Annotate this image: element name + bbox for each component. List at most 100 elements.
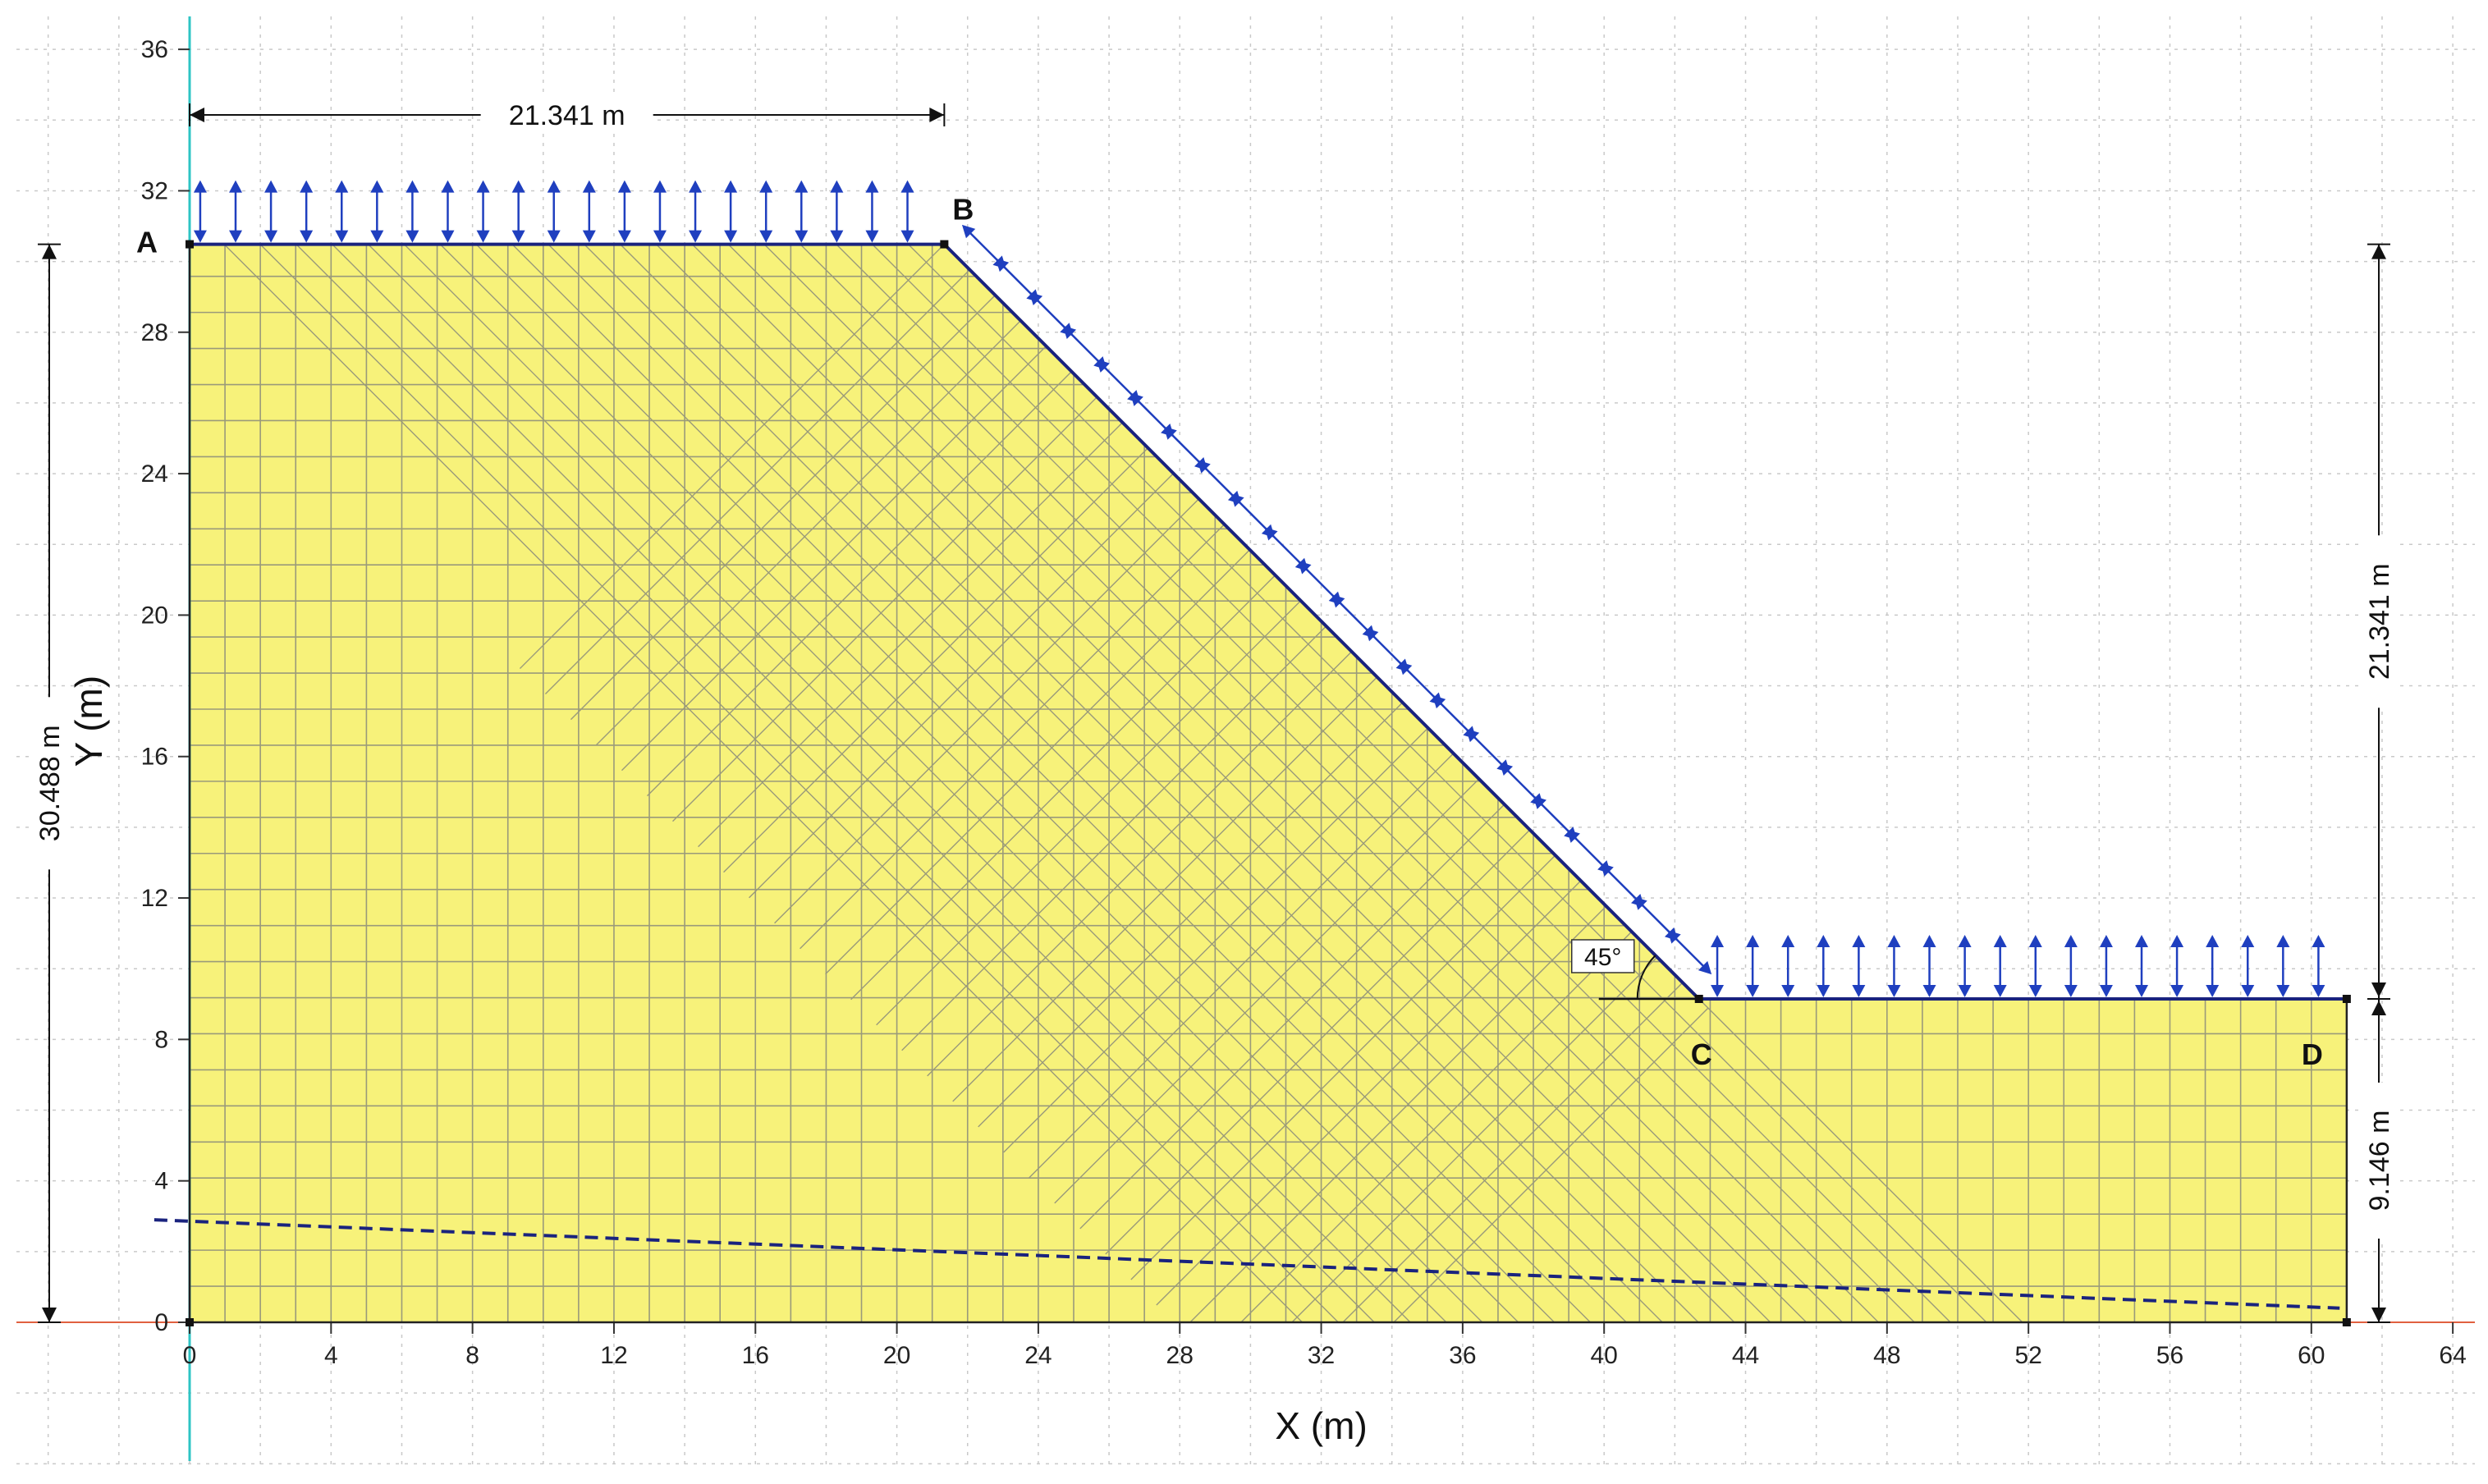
- soil-region: [190, 244, 2347, 1323]
- double-arrow: [300, 180, 314, 243]
- x-tick-label: 44: [1732, 1342, 1759, 1369]
- vertex-marker: [2342, 1318, 2351, 1326]
- x-tick-label: 40: [1591, 1342, 1618, 1369]
- mesh-line: [1181, 905, 1607, 1323]
- right-upper-label-bg: [2361, 535, 2397, 708]
- x-tick-label: 24: [1024, 1342, 1052, 1369]
- mesh-line: [1054, 778, 1480, 1204]
- double-arrow: [1711, 934, 1725, 997]
- double-arrow: [1817, 934, 1830, 997]
- double-arrow: [476, 180, 490, 243]
- mesh-line: [1207, 931, 1633, 1323]
- double-arrow: [264, 180, 278, 243]
- double-arrow: [370, 180, 384, 243]
- dimension-arrowhead: [2371, 244, 2386, 259]
- mesh-line: [978, 702, 1404, 1128]
- mesh-line: [385, 244, 1483, 1323]
- double-arrow: [2241, 934, 2255, 997]
- mesh-line: [952, 676, 1378, 1102]
- vertex-marker: [940, 240, 949, 249]
- mesh-line: [800, 524, 1226, 950]
- double-arrow: [547, 180, 561, 243]
- domain-outline: [188, 244, 2348, 1324]
- mesh-line: [1232, 956, 1658, 1323]
- mesh-line: [1079, 804, 1505, 1230]
- y-tick-label: 24: [141, 460, 168, 488]
- double-arrow: [900, 180, 914, 243]
- double-arrow: [1922, 934, 1936, 997]
- x-tick-label: 16: [742, 1342, 769, 1369]
- soil-body: [190, 244, 2347, 1323]
- mesh-line: [529, 244, 1627, 1323]
- point-label-c: C: [1691, 1037, 1712, 1071]
- mesh-line: [889, 244, 1987, 1323]
- dimension-arrowhead: [2371, 1000, 2386, 1015]
- x-axis-title: X (m): [1275, 1404, 1367, 1447]
- double-arrow: [511, 180, 525, 243]
- vertex-marker: [186, 240, 194, 249]
- mesh-line: [602, 244, 1699, 1323]
- top-width-label-bg: [480, 97, 653, 133]
- mesh-line: [544, 269, 970, 695]
- vertex-marker: [2342, 994, 2351, 1003]
- y-tick-label: 28: [141, 319, 168, 346]
- mesh-line: [349, 244, 1447, 1323]
- mesh-line: [493, 244, 1591, 1323]
- double-arrow: [229, 180, 243, 243]
- mesh-line: [876, 600, 1302, 1026]
- x-tick-label: 32: [1308, 1342, 1335, 1369]
- slope-angle-label: 45°: [1584, 944, 1621, 971]
- mesh-line: [818, 244, 1915, 1323]
- point-label-d: D: [2302, 1037, 2323, 1071]
- double-arrow: [2206, 934, 2220, 997]
- double-arrow: [617, 180, 631, 243]
- double-arrow: [1993, 934, 2007, 997]
- double-arrow: [582, 180, 596, 243]
- right-lower-label-bg: [2361, 1082, 2397, 1239]
- x-tick-label: 36: [1449, 1342, 1476, 1369]
- double-arrow: [1852, 934, 1866, 997]
- x-tick-label: 20: [883, 1342, 910, 1369]
- mesh-line: [457, 244, 1556, 1323]
- dimension-arrowhead: [190, 108, 204, 122]
- angle-arc: [1636, 955, 1656, 999]
- x-tick-label: 28: [1166, 1342, 1194, 1369]
- mesh-line: [595, 320, 1021, 746]
- right-upper-dimension: 21.341 m: [2364, 563, 2395, 680]
- double-arrow: [1667, 930, 1712, 975]
- mesh-line: [637, 244, 1735, 1323]
- mesh-line: [1105, 829, 1531, 1255]
- mesh-line: [901, 625, 1327, 1051]
- mesh-line: [673, 244, 1771, 1323]
- double-arrow: [2135, 934, 2149, 997]
- y-tick-label: 8: [154, 1026, 168, 1053]
- mesh-line: [519, 244, 945, 670]
- mesh-line: [205, 244, 1303, 1323]
- y-tick-label: 16: [141, 744, 168, 771]
- mesh-line: [927, 651, 1353, 1077]
- mesh-line: [1156, 880, 1582, 1306]
- double-arrow: [2276, 934, 2290, 997]
- y-tick-label: 20: [141, 602, 168, 629]
- left-height-label-bg: [31, 697, 67, 870]
- right-lower-dimension: 9.146 m: [2364, 1111, 2395, 1211]
- top-width-dimension: 21.341 m: [509, 100, 625, 131]
- x-tick-label: 4: [324, 1342, 338, 1369]
- mesh-line: [647, 371, 1072, 797]
- slope-angle-box: [1570, 939, 1635, 973]
- double-arrow: [795, 180, 809, 243]
- x-tick-label: 64: [2439, 1342, 2466, 1369]
- y-tick-label: 36: [141, 36, 168, 63]
- mesh-line: [672, 396, 1097, 822]
- double-arrow: [1781, 934, 1795, 997]
- double-arrow: [759, 180, 773, 243]
- double-arrow: [2064, 934, 2078, 997]
- slope-surface: [190, 242, 2347, 1001]
- double-arrow: [1958, 934, 1972, 997]
- y-tick-label: 12: [141, 885, 168, 912]
- mesh-line: [749, 473, 1175, 899]
- dimension-arrowhead: [2371, 1308, 2386, 1322]
- mesh-line: [854, 244, 1951, 1323]
